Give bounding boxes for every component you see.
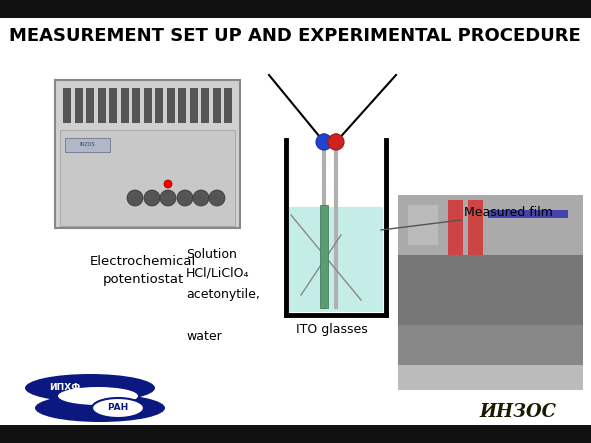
Circle shape: [209, 190, 225, 206]
Bar: [0, 0, 591, 18]
Text: Measured film: Measured film: [464, 206, 553, 218]
Circle shape: [177, 190, 193, 206]
Bar: [86, 88, 94, 123]
Circle shape: [164, 180, 172, 188]
Bar: [398, 325, 583, 390]
Bar: [60, 130, 235, 226]
Circle shape: [127, 190, 143, 206]
Bar: [398, 255, 583, 335]
Bar: [289, 207, 383, 312]
Bar: [109, 88, 117, 123]
Bar: [398, 335, 583, 390]
Bar: [74, 88, 83, 123]
Bar: [448, 200, 463, 255]
Bar: [398, 195, 583, 255]
Ellipse shape: [92, 398, 144, 418]
Bar: [213, 88, 220, 123]
Text: ITO glasses: ITO glasses: [296, 323, 368, 336]
Ellipse shape: [35, 394, 165, 422]
Bar: [0, 425, 591, 443]
Bar: [488, 210, 568, 218]
Bar: [55, 80, 240, 228]
Bar: [63, 88, 71, 123]
Bar: [132, 88, 140, 123]
Bar: [398, 195, 583, 390]
Bar: [144, 88, 151, 123]
Bar: [224, 88, 232, 123]
Text: Solution
HCl/LiClO₄: Solution HCl/LiClO₄: [186, 248, 249, 279]
Text: Electrochemical
potentiostat: Electrochemical potentiostat: [90, 255, 196, 286]
Text: MEASUREMENT SET UP AND EXPERIMENTAL PROCEDURE: MEASUREMENT SET UP AND EXPERIMENTAL PROC…: [9, 27, 581, 45]
Bar: [167, 88, 174, 123]
Bar: [65, 138, 110, 152]
Bar: [121, 88, 128, 123]
Bar: [190, 88, 197, 123]
Circle shape: [316, 134, 332, 150]
Text: ИНЗОС: ИНЗОС: [479, 403, 557, 421]
Ellipse shape: [58, 387, 138, 405]
Circle shape: [144, 190, 160, 206]
Bar: [155, 88, 163, 123]
Bar: [98, 88, 106, 123]
Circle shape: [328, 134, 344, 150]
Bar: [201, 88, 209, 123]
Circle shape: [193, 190, 209, 206]
Bar: [398, 365, 583, 390]
Bar: [178, 88, 186, 123]
Circle shape: [160, 190, 176, 206]
Text: РАН: РАН: [108, 404, 129, 412]
Text: acetonytile,

water: acetonytile, water: [186, 288, 260, 343]
Bar: [468, 200, 483, 255]
Bar: [408, 205, 438, 245]
Text: ИПХФ: ИПХФ: [50, 384, 80, 392]
Bar: [320, 205, 328, 308]
Ellipse shape: [25, 374, 155, 402]
Text: INZOS: INZOS: [79, 143, 95, 148]
